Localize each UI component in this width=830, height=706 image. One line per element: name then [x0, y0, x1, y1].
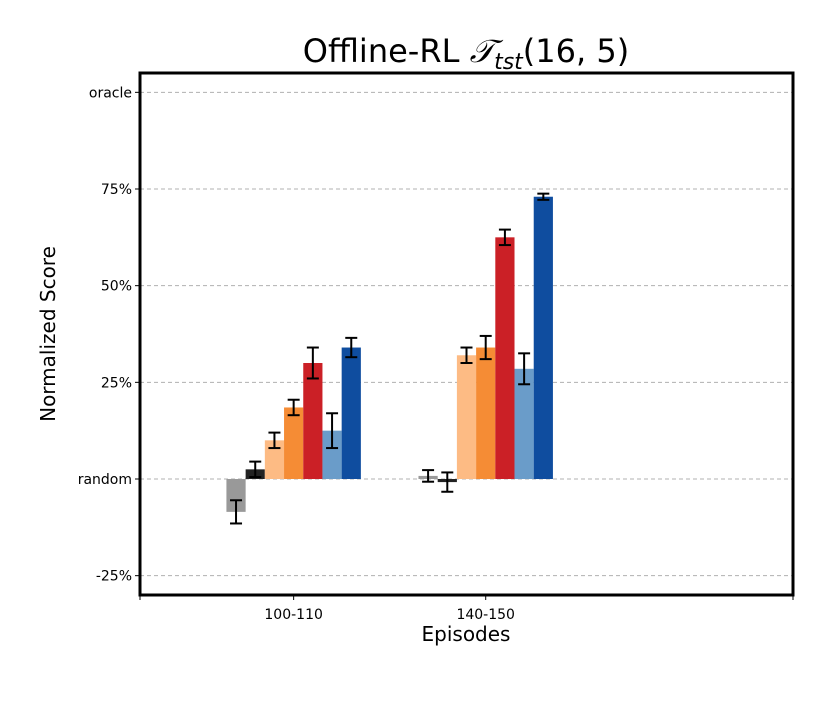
bar: [495, 237, 515, 479]
bars: [226, 196, 553, 512]
y-tick-label: 75%: [101, 182, 132, 198]
bar: [264, 440, 285, 479]
plot-frame: [138, 71, 795, 597]
x-tick-label: 100-110: [264, 607, 323, 623]
x-tick-label: 140-150: [456, 607, 515, 623]
bar: [322, 430, 342, 479]
bar: [476, 347, 496, 479]
bar: [456, 355, 477, 479]
chart-title-subscript: tst: [494, 50, 524, 75]
y-tick-label: oracle: [89, 85, 132, 101]
chart-title: Offline-RL 𝒯tst(16, 5): [303, 32, 629, 75]
error-bars: [230, 192, 550, 525]
bar: [533, 196, 553, 479]
chart-title-text: Offline-RL: [303, 32, 460, 70]
bar: [303, 363, 323, 479]
bar: [226, 479, 246, 512]
y-ticks: -25% random 25% 50% 75% oracle: [78, 85, 140, 585]
x-axis-label: Episodes: [422, 622, 511, 646]
y-tick-label: -25%: [96, 569, 132, 585]
bar: [341, 347, 361, 479]
x-ticks: 100-110 140-150: [139, 595, 794, 623]
y-axis-label: Normalized Score: [36, 246, 60, 422]
bar: [284, 407, 304, 479]
chart-title-args: (16, 5): [523, 32, 629, 70]
y-tick-label: 25%: [101, 375, 132, 391]
bar: [514, 368, 534, 479]
y-tick-label: 50%: [101, 279, 132, 295]
y-tick-label: random: [78, 472, 132, 488]
